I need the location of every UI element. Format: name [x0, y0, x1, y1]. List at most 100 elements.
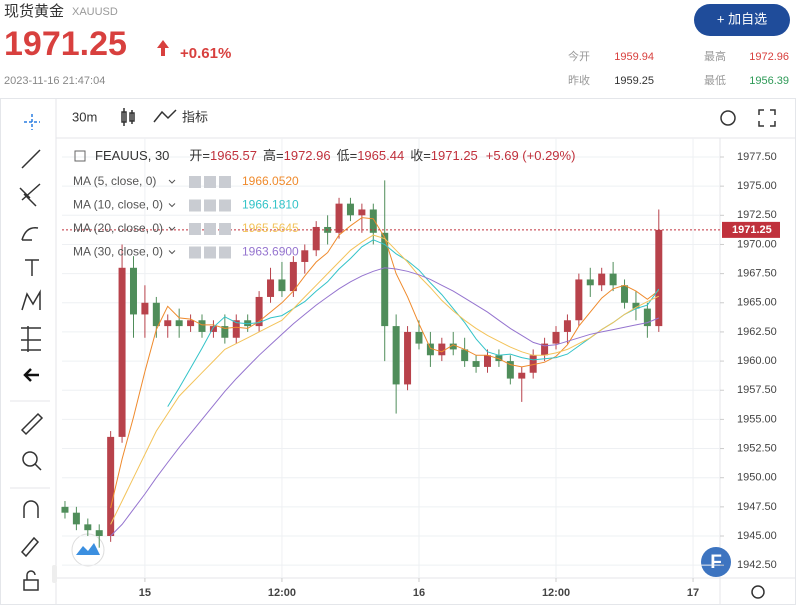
y-tick-label: 1970.00	[737, 238, 777, 250]
candle-icon[interactable]	[121, 108, 135, 126]
stat-label: 今开	[568, 49, 590, 63]
candle-body	[643, 308, 651, 327]
candle-body	[244, 320, 252, 327]
legend-value: 1965.44	[357, 148, 404, 163]
change: +0.61%	[180, 45, 231, 62]
ma-control[interactable]	[219, 199, 231, 212]
ma-control[interactable]	[219, 246, 231, 259]
candle-body	[552, 331, 560, 344]
ma-control[interactable]	[204, 199, 216, 212]
candle-body	[255, 296, 263, 327]
text-tool[interactable]	[25, 259, 39, 276]
candle-body	[381, 232, 389, 327]
ma-control[interactable]	[189, 199, 201, 212]
ma-value: 1966.1810	[242, 198, 299, 212]
candle-body	[164, 320, 172, 327]
scroll-handle[interactable]	[52, 565, 57, 583]
y-tick-label: 1942.50	[737, 559, 777, 571]
logo-mark	[76, 543, 100, 555]
candle-body	[655, 229, 663, 327]
candle-body	[529, 355, 537, 373]
legend-value: 1972.96	[284, 148, 331, 163]
add-watch-button[interactable]	[694, 4, 790, 36]
candle-body	[472, 361, 480, 367]
price: 1971.25	[4, 25, 127, 63]
candle-body	[175, 320, 183, 327]
fib-tool[interactable]	[19, 183, 41, 207]
title: 现货黄金	[4, 3, 64, 20]
candle-body	[301, 250, 309, 262]
y-tick-label: 1960.00	[737, 355, 777, 367]
forecast-tool[interactable]	[21, 326, 41, 352]
candle-body	[95, 530, 103, 537]
ma-line	[110, 267, 659, 537]
ma-label: MA (10, close, 0)	[73, 198, 163, 212]
settings-icon[interactable]	[720, 110, 736, 126]
interval[interactable]: 30m	[72, 109, 97, 124]
lock-tool[interactable]	[23, 570, 39, 591]
axis-settings[interactable]	[751, 585, 765, 599]
candle-body	[541, 343, 549, 356]
ma-chevron	[168, 250, 176, 255]
candle-body	[586, 279, 594, 286]
ma-control[interactable]	[189, 223, 201, 235]
candle-body	[518, 372, 526, 379]
edit-lock-tool[interactable]	[20, 536, 40, 558]
magnet-tool[interactable]	[23, 500, 39, 518]
y-tick-label: 1947.50	[737, 501, 777, 513]
fullscreen-icon[interactable]	[758, 109, 776, 127]
ma-control[interactable]	[189, 246, 201, 259]
indicators[interactable]: 指标	[182, 109, 208, 124]
ma-control[interactable]	[219, 176, 231, 188]
candle-body	[267, 279, 275, 297]
pattern-tool[interactable]	[21, 289, 41, 311]
brand-badge	[701, 547, 731, 577]
candle-body	[506, 361, 514, 379]
stat-value: 1972.96	[749, 51, 789, 63]
indicator-icon[interactable]	[153, 109, 177, 123]
ma-label: MA (30, close, 0)	[73, 245, 163, 259]
candle-body	[392, 326, 400, 385]
y-tick-label: 1952.50	[737, 442, 777, 454]
y-tick-label: 1967.50	[737, 268, 777, 280]
candle-body	[426, 343, 434, 356]
ma-value: 1963.6900	[242, 245, 299, 259]
candle-body	[575, 279, 583, 321]
ma-label: MA (20, close, 0)	[73, 221, 163, 235]
candle-body	[278, 279, 286, 292]
y-tick-label: 1965.00	[737, 297, 777, 309]
brush-tool[interactable]	[21, 227, 39, 241]
y-tick-label: 1945.00	[737, 530, 777, 542]
y-tick-label: 1972.50	[737, 209, 777, 221]
collapse-box[interactable]	[74, 150, 86, 162]
y-tick-label: 1962.50	[737, 326, 777, 338]
legend-main: FEAUUS, 30 开=1965.57 高=1972.96 低=1965.44 收=1…	[95, 148, 575, 163]
ma-value: 1966.0520	[242, 174, 299, 188]
candle-body	[312, 226, 320, 251]
zoom-tool[interactable]	[22, 451, 42, 471]
crosshair-tool[interactable]	[24, 114, 40, 130]
ma-control[interactable]	[204, 223, 216, 235]
back-tool[interactable]	[23, 368, 39, 382]
candle-body	[61, 506, 69, 513]
candle-body	[209, 326, 217, 332]
ma-legend: MA (5, close, 0) 1966.0520 MA (10, close, …	[73, 174, 299, 259]
ma-control[interactable]	[219, 223, 231, 235]
candle-body	[198, 320, 206, 332]
symbol: XAUUSD	[72, 6, 118, 18]
candle-body	[84, 524, 92, 531]
line-tool[interactable]	[21, 149, 41, 169]
legend-label: 收=	[410, 148, 431, 163]
price-tag	[722, 221, 780, 238]
candle-body	[187, 320, 195, 327]
stat-label: 最低	[704, 74, 726, 87]
y-tick-label: 1950.00	[737, 472, 777, 484]
ma-control[interactable]	[204, 246, 216, 259]
ruler-tool[interactable]	[20, 412, 44, 436]
ma-control[interactable]	[189, 176, 201, 188]
ma-control[interactable]	[204, 176, 216, 188]
add-watch-label[interactable]: + 加自选	[717, 11, 767, 26]
ma-chevron	[168, 226, 176, 231]
plot: 1942.50 1945.00 1947.50 1950.00 1952.50 1955.…	[61, 138, 780, 599]
legend-label: 开=	[189, 148, 210, 163]
